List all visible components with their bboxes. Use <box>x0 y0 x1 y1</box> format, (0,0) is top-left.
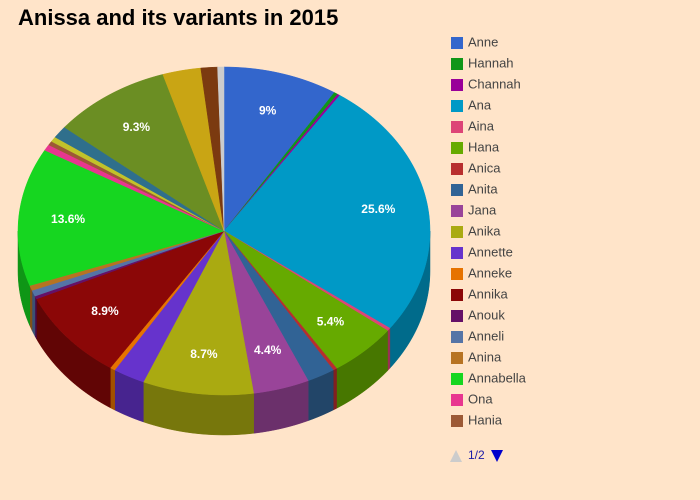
legend-swatch <box>451 100 463 112</box>
legend-swatch <box>451 79 463 91</box>
data-label: 9% <box>259 103 277 117</box>
slice <box>114 230 225 383</box>
legend-label: Jana <box>468 202 497 217</box>
pie-tops <box>17 66 431 396</box>
legend-prev[interactable] <box>450 450 462 462</box>
slice-side <box>29 285 33 331</box>
legend: Anne Hannah Channah Ana Aina Hana Anica Anita Ja… <box>451 34 527 427</box>
legend-label: Ana <box>468 97 492 112</box>
legend-label: Anica <box>468 160 501 175</box>
slice <box>17 149 225 286</box>
legend-label: Aina <box>468 118 495 133</box>
legend-label: Annabella <box>468 370 527 385</box>
legend-swatch <box>451 373 463 385</box>
legend-label: Anita <box>468 181 498 196</box>
legend-swatch <box>451 268 463 280</box>
chart-title: Anissa and its variants in 2015 <box>18 5 338 30</box>
slice-side <box>387 327 391 372</box>
legend-label: Hana <box>468 139 500 154</box>
legend-swatch <box>451 226 463 238</box>
legend-label: Anne <box>468 34 498 49</box>
legend-swatch <box>451 58 463 70</box>
legend-label: Anika <box>468 223 501 238</box>
data-label: 25.6% <box>361 202 395 216</box>
legend-label: Annika <box>468 286 509 301</box>
legend-label: Anina <box>468 349 502 364</box>
data-label: 4.4% <box>254 343 282 357</box>
legend-label: Hannah <box>468 55 514 70</box>
slice <box>36 230 225 369</box>
data-labels: 9% 25.6% 5.4% 4.4% 8.7% 8.9% 13.6% 9.3% <box>51 103 396 360</box>
data-label: 8.9% <box>91 304 119 318</box>
legend-swatch <box>451 184 463 196</box>
legend-next[interactable] <box>491 450 503 462</box>
legend-swatch <box>451 331 463 343</box>
legend-label: Channah <box>468 76 521 91</box>
slice <box>162 67 225 232</box>
slice <box>217 66 225 232</box>
slice <box>223 66 335 232</box>
slice <box>223 230 388 369</box>
data-label: 13.6% <box>51 212 85 226</box>
slice-side <box>31 290 36 337</box>
legend-swatch <box>451 289 463 301</box>
slice <box>143 230 254 396</box>
data-label: 9.3% <box>123 120 151 134</box>
slice <box>223 95 431 329</box>
legend-swatch <box>451 121 463 133</box>
slice <box>223 230 334 381</box>
legend-swatch <box>451 352 463 364</box>
legend-label: Anneli <box>468 328 504 343</box>
legend-page: 1/2 <box>468 448 485 462</box>
legend-swatch <box>451 310 463 322</box>
legend-swatch <box>451 205 463 217</box>
legend-label: Annette <box>468 244 513 259</box>
pie-sides <box>17 230 431 436</box>
slice-side <box>333 367 337 411</box>
slice <box>223 230 309 394</box>
data-label: 8.7% <box>190 347 218 361</box>
legend-label: Hania <box>468 412 503 427</box>
legend-label: Anneke <box>468 265 512 280</box>
slice <box>64 74 225 232</box>
legend-swatch <box>451 415 463 427</box>
legend-swatch <box>451 394 463 406</box>
legend-label: Ona <box>468 391 493 406</box>
legend-swatch <box>451 163 463 175</box>
slice-side <box>110 367 115 411</box>
legend-swatch <box>451 37 463 49</box>
legend-swatch <box>451 247 463 259</box>
legend-swatch <box>451 142 463 154</box>
data-label: 5.4% <box>317 315 345 329</box>
legend-label: Anouk <box>468 307 505 322</box>
